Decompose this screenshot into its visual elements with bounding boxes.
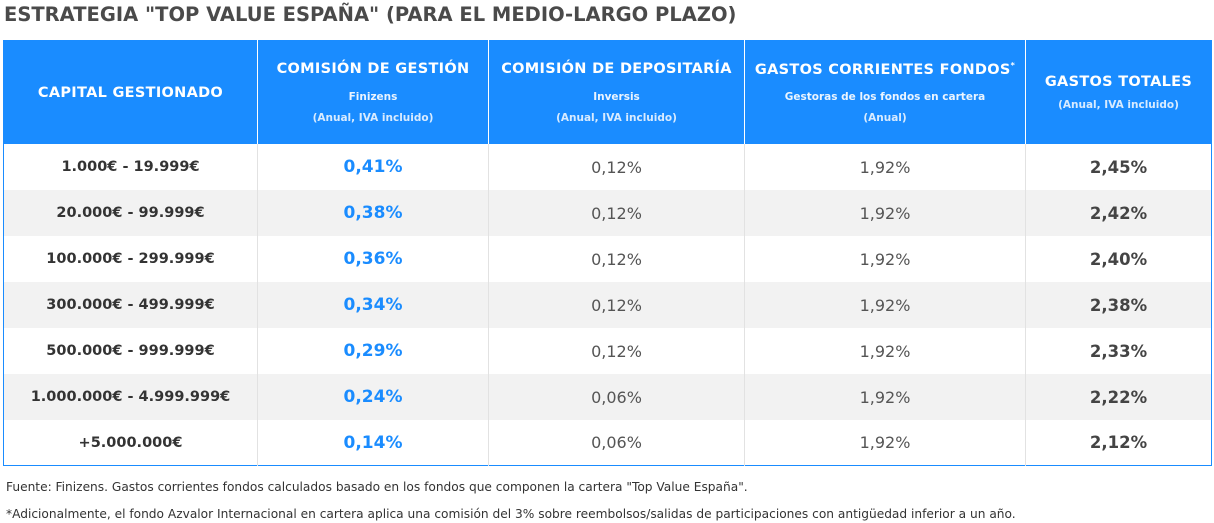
table-row: 100.000€ - 299.999€ 0,36% 0,12% 1,92% 2,…: [3, 236, 1212, 282]
management-fee: 0,34%: [257, 282, 489, 328]
header-custody-fee: COMISIÓN DE DEPOSITARÍA Inversis (Anual,…: [488, 40, 745, 144]
capital-range: 1.000.000€ - 4.999.999€: [3, 374, 258, 420]
header-capital: CAPITAL GESTIONADO: [3, 40, 258, 144]
running-costs: 1,92%: [744, 328, 1026, 374]
table-header-row: CAPITAL GESTIONADO COMISIÓN DE GESTIÓN F…: [3, 40, 1212, 144]
table-row: 20.000€ - 99.999€ 0,38% 0,12% 1,92% 2,42…: [3, 190, 1212, 236]
table-row: 1.000.000€ - 4.999.999€ 0,24% 0,06% 1,92…: [3, 374, 1212, 420]
source-note: Fuente: Finizens. Gastos corrientes fond…: [6, 480, 748, 494]
capital-range: 500.000€ - 999.999€: [3, 328, 258, 374]
header-total-costs-note: (Anual, IVA incluido): [1058, 99, 1179, 111]
custody-fee: 0,12%: [488, 236, 745, 282]
header-management-fee-note: (Anual, IVA incluido): [312, 112, 434, 124]
header-total-costs-label: GASTOS TOTALES: [1044, 74, 1193, 90]
page-title: ESTRATEGIA "TOP VALUE ESPAÑA" (PARA EL M…: [4, 3, 737, 26]
footnote: *Adicionalmente, el fondo Azvalor Intern…: [6, 507, 1016, 521]
total-costs: 2,40%: [1025, 236, 1212, 282]
table-row: +5.000.000€ 0,14% 0,06% 1,92% 2,12%: [3, 420, 1212, 466]
total-costs: 2,12%: [1025, 420, 1212, 466]
header-running-costs-note: (Anual): [863, 112, 907, 125]
management-fee: 0,29%: [257, 328, 489, 374]
running-costs: 1,92%: [744, 190, 1026, 236]
total-costs: 2,33%: [1025, 328, 1212, 374]
header-custody-fee-label: COMISIÓN DE DEPOSITARÍA: [501, 61, 732, 77]
total-costs: 2,38%: [1025, 282, 1212, 328]
running-costs: 1,92%: [744, 144, 1026, 190]
management-fee: 0,14%: [257, 420, 489, 466]
total-costs: 2,42%: [1025, 190, 1212, 236]
custody-fee: 0,06%: [488, 374, 745, 420]
table-row: 300.000€ - 499.999€ 0,34% 0,12% 1,92% 2,…: [3, 282, 1212, 328]
custody-fee: 0,12%: [488, 282, 745, 328]
header-running-costs-label: GASTOS CORRIENTES FONDOS: [754, 61, 1011, 78]
capital-range: 100.000€ - 299.999€: [3, 236, 258, 282]
capital-range: 20.000€ - 99.999€: [3, 190, 258, 236]
header-management-fee-label: COMISIÓN DE GESTIÓN: [276, 61, 470, 77]
table-row: 1.000€ - 19.999€ 0,41% 0,12% 1,92% 2,45%: [3, 144, 1212, 190]
running-costs: 1,92%: [744, 236, 1026, 282]
header-custody-fee-note: (Anual, IVA incluido): [556, 112, 677, 124]
header-management-fee-provider: Finizens: [348, 91, 398, 103]
total-costs: 2,22%: [1025, 374, 1212, 420]
capital-range: 1.000€ - 19.999€: [3, 144, 258, 190]
table-row: 500.000€ - 999.999€ 0,29% 0,12% 1,92% 2,…: [3, 328, 1212, 374]
header-custody-fee-provider: Inversis: [593, 91, 640, 103]
running-costs: 1,92%: [744, 374, 1026, 420]
custody-fee: 0,12%: [488, 190, 745, 236]
header-capital-label: CAPITAL GESTIONADO: [37, 84, 224, 101]
management-fee: 0,38%: [257, 190, 489, 236]
custody-fee: 0,06%: [488, 420, 745, 466]
fees-table: CAPITAL GESTIONADO COMISIÓN DE GESTIÓN F…: [3, 40, 1212, 466]
header-running-costs-provider: Gestoras de los fondos en cartera: [784, 91, 986, 104]
management-fee: 0,24%: [257, 374, 489, 420]
header-management-fee: COMISIÓN DE GESTIÓN Finizens (Anual, IVA…: [257, 40, 489, 144]
custody-fee: 0,12%: [488, 328, 745, 374]
total-costs: 2,45%: [1025, 144, 1212, 190]
custody-fee: 0,12%: [488, 144, 745, 190]
management-fee: 0,36%: [257, 236, 489, 282]
management-fee: 0,41%: [257, 144, 489, 190]
header-running-costs: GASTOS CORRIENTES FONDOS* Gestoras de lo…: [744, 40, 1026, 144]
header-running-costs-title: GASTOS CORRIENTES FONDOS*: [745, 61, 1025, 78]
running-costs: 1,92%: [744, 420, 1026, 466]
header-total-costs: GASTOS TOTALES (Anual, IVA incluido): [1025, 40, 1212, 144]
capital-range: 300.000€ - 499.999€: [3, 282, 258, 328]
running-costs: 1,92%: [744, 282, 1026, 328]
capital-range: +5.000.000€: [3, 420, 258, 466]
footnote-marker: *: [1010, 60, 1016, 70]
